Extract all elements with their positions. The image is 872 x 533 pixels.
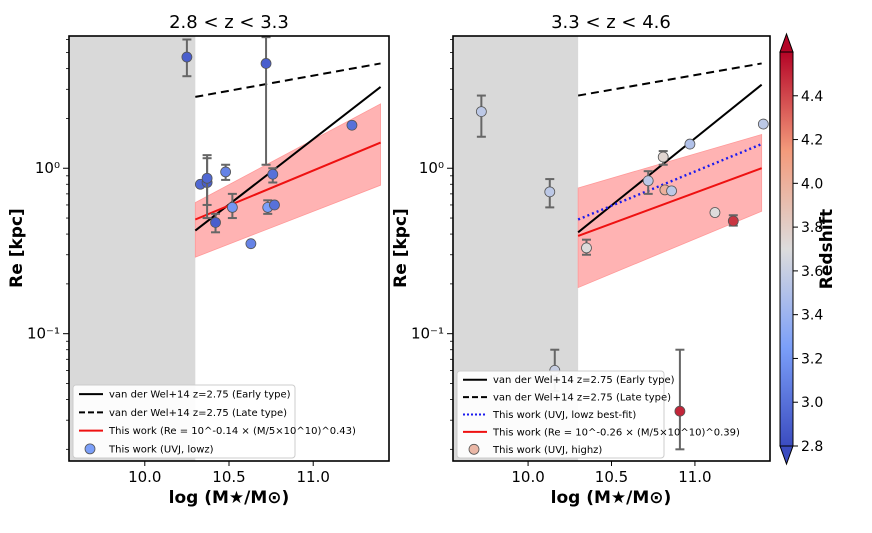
y-axis-label: Re [kpc] [391, 208, 411, 288]
data-point [181, 51, 193, 63]
legend-entry: van der Wel+14 z=2.75 (Early type) [109, 390, 291, 401]
data-point [727, 215, 739, 227]
data-point [210, 217, 221, 228]
legend-entry: van der Wel+14 z=2.75 (Early type) [493, 375, 675, 386]
x-tick-label: 10.0 [128, 468, 161, 486]
colorbar-tick-label: 4.4 [801, 89, 823, 105]
colorbar-tick-label: 3.0 [801, 395, 823, 411]
data-point [657, 151, 669, 163]
x-tick-label: 11.0 [678, 468, 711, 486]
y-tick-label: 10⁰ [419, 159, 444, 177]
colorbar-tick-label: 4.0 [801, 176, 823, 192]
data-point [581, 242, 592, 254]
legend-entry: This work (UVJ, lowz) [108, 444, 214, 455]
y-axis-label: Re [kpc] [7, 208, 27, 288]
data-point [642, 175, 654, 187]
panel-left: 10.0 10.5 11.0 10⁰ 10⁻¹ 2.8 < z < 3.3 log (M… [7, 12, 390, 508]
x-tick-label: 10.5 [595, 468, 628, 486]
colorbar-gradient [779, 51, 794, 447]
colorbar-tick-label: 3.4 [801, 308, 823, 324]
fit-line-2 [194, 141, 381, 221]
fit-line-2 [577, 142, 763, 221]
data-point [709, 207, 721, 218]
data-point [220, 166, 232, 178]
x-tick-label: 11.0 [297, 468, 330, 486]
x-tick-label: 10.5 [212, 468, 245, 486]
legend-marker [84, 443, 96, 455]
data-point [346, 119, 358, 131]
legend-entry: van der Wel+14 z=2.75 (Late type) [493, 393, 671, 404]
legend-box [72, 384, 296, 459]
data-point [245, 238, 257, 250]
colorbar-tick-label: 3.6 [801, 264, 823, 280]
data-point [544, 186, 556, 198]
fit-line-0 [577, 83, 763, 234]
x-tick-label: 10.0 [511, 468, 544, 486]
legend-entry: van der Wel+14 z=2.75 (Late type) [109, 408, 287, 419]
data-point [475, 106, 487, 117]
data-point [201, 172, 213, 184]
colorbar-tick-label: 2.8 [801, 439, 823, 455]
colorbar-tick-label: 3.8 [801, 220, 823, 236]
legend-marker [468, 443, 480, 455]
data-point [666, 185, 677, 197]
data-point [226, 201, 238, 213]
data-point [269, 199, 280, 211]
data-point [674, 405, 686, 417]
panel-title: 3.3 < z < 4.6 [551, 12, 671, 33]
data-point [267, 168, 279, 180]
data-point [684, 138, 696, 150]
data-point [757, 118, 769, 130]
data-point [260, 58, 272, 69]
legend: van der Wel+14 z=2.75 (Early type) van de… [456, 370, 740, 459]
fit-line-3 [577, 167, 763, 237]
legend-box [456, 370, 665, 459]
fit-line-1 [195, 62, 381, 98]
y-tick-label: 10⁻¹ [27, 325, 60, 343]
legend-entry: This work (UVJ, highz) [492, 445, 602, 456]
colorbar-extend-bottom [779, 445, 794, 466]
legend: van der Wel+14 z=2.75 (Early type) van de… [72, 384, 356, 459]
colorbar-tick-label: 3.2 [801, 351, 823, 367]
panel-title: 2.8 < z < 3.3 [169, 12, 289, 33]
colorbar-tick-label: 4.2 [801, 133, 823, 149]
axes-frame [452, 35, 771, 462]
legend-entry: This work (UVJ, lowz best-fit) [492, 410, 636, 421]
legend-entry: This work (Re = 10^-0.26 × (M/5×10^10)^0… [492, 427, 740, 438]
y-tick-label: 10⁰ [35, 159, 60, 177]
colorbar-label: Redshift [817, 209, 837, 289]
colorbar-extend-top [779, 32, 794, 53]
axes-frame [68, 35, 390, 462]
x-axis-label: log (M★/M⊙) [551, 488, 672, 508]
legend-entry: This work (Re = 10^-0.14 × (M/5×10^10)^0… [108, 426, 356, 437]
fit-line-1 [577, 62, 762, 97]
x-axis-label: log (M★/M⊙) [169, 488, 290, 508]
colorbar: 2.8 3.0 3.2 3.4 3.6 3.8 4.0 4.2 4.4 Redshift [779, 32, 837, 466]
confidence-band [577, 133, 763, 289]
panel-right: 10.0 10.5 11.0 10⁰ 10⁻¹ 3.3 < z < 4.6 log (M… [391, 12, 771, 508]
y-tick-label: 10⁻¹ [411, 325, 444, 343]
